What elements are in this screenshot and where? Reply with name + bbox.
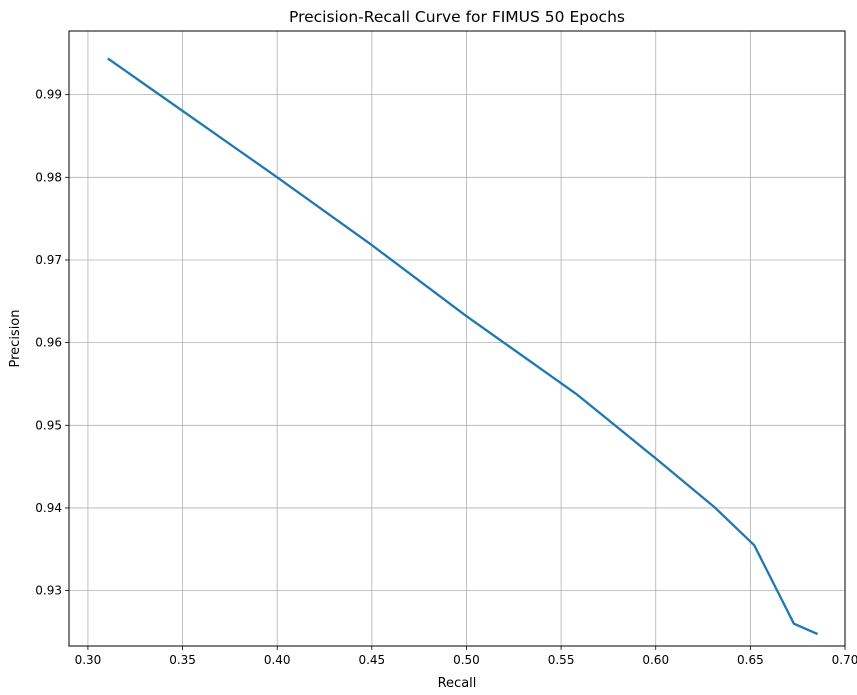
y-tick-label: 0.95: [35, 418, 62, 432]
chart-title: Precision-Recall Curve for FIMUS 50 Epoc…: [289, 8, 625, 26]
ticks: 0.30 0.35 0.40 0.45 0.50 0.55 0.60 0.65 0.70 0.93…: [35, 88, 857, 667]
y-tick-label: 0.98: [35, 170, 62, 184]
x-tick-label: 0.70: [832, 653, 857, 667]
x-tick-label: 0.35: [169, 653, 196, 667]
plot-frame: [68, 30, 846, 647]
precision-recall-line: [107, 57, 819, 636]
y-tick-label: 0.94: [35, 501, 62, 515]
x-tick-label: 0.45: [358, 653, 385, 667]
x-tick-label: 0.30: [75, 653, 102, 667]
y-tick-label: 0.93: [35, 584, 62, 598]
x-tick-label: 0.40: [264, 653, 291, 667]
x-tick-label: 0.55: [548, 653, 575, 667]
x-tick-label: 0.50: [453, 653, 480, 667]
x-axis-label: Recall: [438, 676, 477, 691]
y-tick-label: 0.99: [35, 88, 62, 102]
y-axis-label: Precision: [8, 309, 23, 367]
y-tick-label: 0.97: [35, 253, 62, 267]
series-layer: [107, 57, 819, 636]
x-tick-label: 0.60: [642, 653, 669, 667]
x-tick-label: 0.65: [737, 653, 764, 667]
y-tick-label: 0.96: [35, 336, 62, 350]
